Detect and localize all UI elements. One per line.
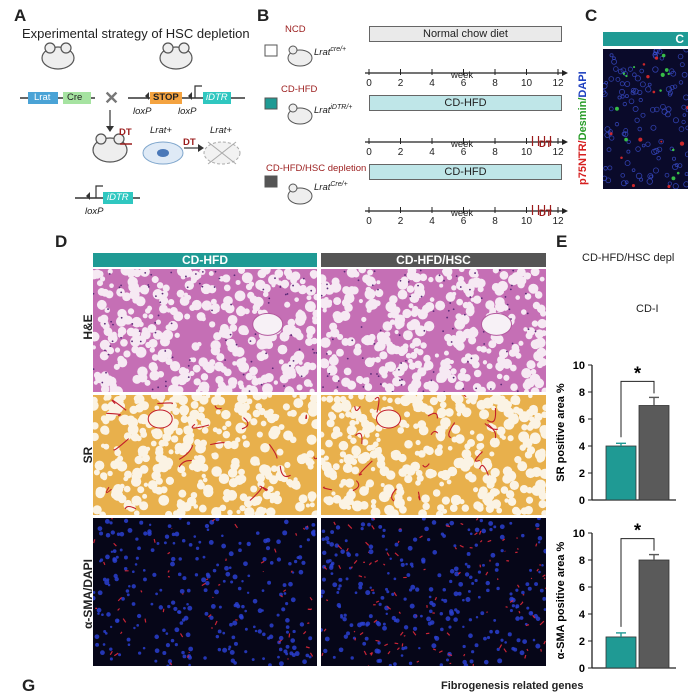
he-image-cdhfd <box>93 269 317 392</box>
asma-bar-0 <box>606 637 636 668</box>
stop-label: STOP <box>153 92 179 103</box>
idtr-label-2: iDTR <box>107 192 129 203</box>
y-tick-label: 2 <box>579 636 585 648</box>
group-swatch <box>265 45 277 56</box>
lrat-plus-label: Lrat+ <box>150 125 172 136</box>
panel-d-letter: D <box>55 232 67 252</box>
y-tick-label: 10 <box>573 360 585 372</box>
week-tick-label: 8 <box>492 216 498 225</box>
panel-c-header: C <box>603 32 688 46</box>
asma-bar-chart: 0 2 4 6 8 10 * α-SMA positive area % <box>548 508 688 678</box>
week-tick-label: 12 <box>552 216 564 225</box>
he-image-hsc <box>321 269 546 392</box>
y-tick-label: 6 <box>579 414 585 426</box>
panel-a-title: Experimental strategy of HSC depletion <box>22 26 250 41</box>
sr-bar-1 <box>639 406 669 501</box>
lrat-label: Lrat <box>34 92 50 103</box>
axis-week-label: week <box>451 70 473 81</box>
diet-bar-depletion: CD-HFD <box>369 164 562 180</box>
significance-star: * <box>634 521 641 541</box>
panel-g-title: Fibrogenesis related genes <box>441 680 583 692</box>
mouse-icon <box>93 134 127 162</box>
idtr-label: iDTR <box>206 92 228 103</box>
group-swatch <box>265 98 277 109</box>
genotype-label: Lratcre/+ <box>314 46 346 58</box>
week-tick-label: 0 <box>366 78 372 89</box>
week-tick-label: 10 <box>521 147 533 158</box>
panel-c-letter: C <box>585 6 597 26</box>
mouse-icon <box>160 43 192 69</box>
sr-bar-chart: 0 2 4 6 8 10 * SR positive area % <box>548 340 688 510</box>
col-header-cdhfd: CD-HFD <box>93 253 317 267</box>
panel-a-letter: A <box>14 6 26 26</box>
week-tick-label: 0 <box>366 147 372 158</box>
asma-bar-1 <box>639 560 669 668</box>
genotype-label: LratiDTR/+ <box>314 104 352 116</box>
week-tick-label: 2 <box>398 78 404 89</box>
mouse-icon <box>288 104 312 124</box>
group-depletion-label: CD-HFD/HSC depletion <box>266 163 366 174</box>
loxp-label: loxP <box>178 106 196 117</box>
y-tick-label: 4 <box>579 609 586 621</box>
group-ncd-label: NCD <box>285 24 306 35</box>
asma-image-hsc <box>321 518 546 666</box>
y-axis-label: α-SMA positive area % <box>555 541 567 659</box>
loxp-label: loxP <box>85 206 103 217</box>
genotype-label: LratCre/+ <box>314 181 348 193</box>
week-tick-label: 12 <box>552 78 564 89</box>
y-tick-label: 0 <box>579 495 585 507</box>
week-tick-label: 12 <box>552 147 564 158</box>
dt-marker: DT <box>539 139 552 150</box>
panel-c-ylabel: p75NTR/Desmin/DAPI <box>577 71 589 185</box>
asma-image-cdhfd <box>93 518 317 666</box>
mouse-icon <box>288 46 312 66</box>
week-tick-label: 10 <box>521 78 533 89</box>
y-tick-label: 8 <box>579 555 585 567</box>
col-header-hsc: CD-HFD/HSC <box>321 253 546 267</box>
diet-bar-cdhfd: CD-HFD <box>369 95 562 111</box>
y-tick-label: 2 <box>579 468 585 480</box>
week-tick-label: 4 <box>429 216 435 225</box>
panel-c-fluorescence-image <box>603 49 688 189</box>
dt-label: DT <box>119 127 132 138</box>
y-tick-label: 0 <box>579 663 585 675</box>
significance-star: * <box>634 363 641 383</box>
y-tick-label: 4 <box>579 441 586 453</box>
legend-depletion: CD-HFD/HSC depl <box>582 252 674 264</box>
week-tick-label: 10 <box>521 216 533 225</box>
diet-bar-ncd: Normal chow diet <box>369 26 562 42</box>
week-tick-label: 4 <box>429 147 435 158</box>
sr-bar-0 <box>606 446 636 500</box>
week-tick-label: 2 <box>398 216 404 225</box>
legend-cdhfd: CD-I <box>636 303 659 315</box>
dt-marker: DT <box>539 208 552 219</box>
sr-image-hsc <box>321 395 546 515</box>
y-tick-label: 6 <box>579 582 585 594</box>
panel-e-letter: E <box>556 232 567 252</box>
mouse-icon <box>288 184 312 204</box>
dt-label: DT <box>183 137 196 148</box>
cre-label: Cre <box>67 92 82 103</box>
axis-week-label: week <box>451 139 473 150</box>
y-tick-label: 8 <box>579 387 585 399</box>
week-tick-label: 2 <box>398 147 404 158</box>
sr-image-cdhfd <box>93 395 317 515</box>
lrat-plus-label: Lrat+ <box>210 125 232 136</box>
panel-g-letter: G <box>22 676 35 696</box>
week-tick-label: 0 <box>366 216 372 225</box>
week-tick-label: 8 <box>492 78 498 89</box>
y-axis-label: SR positive area % <box>555 383 567 482</box>
week-tick-label: 8 <box>492 147 498 158</box>
mouse-icon <box>42 43 74 69</box>
week-tick-label: 4 <box>429 78 435 89</box>
group-cdhfd-label: CD-HFD <box>281 84 317 95</box>
axis-week-label: week <box>451 208 473 219</box>
svg-text:✕: ✕ <box>104 88 119 108</box>
y-tick-label: 10 <box>573 528 585 540</box>
group-swatch <box>265 176 277 187</box>
loxp-label: loxP <box>133 106 151 117</box>
